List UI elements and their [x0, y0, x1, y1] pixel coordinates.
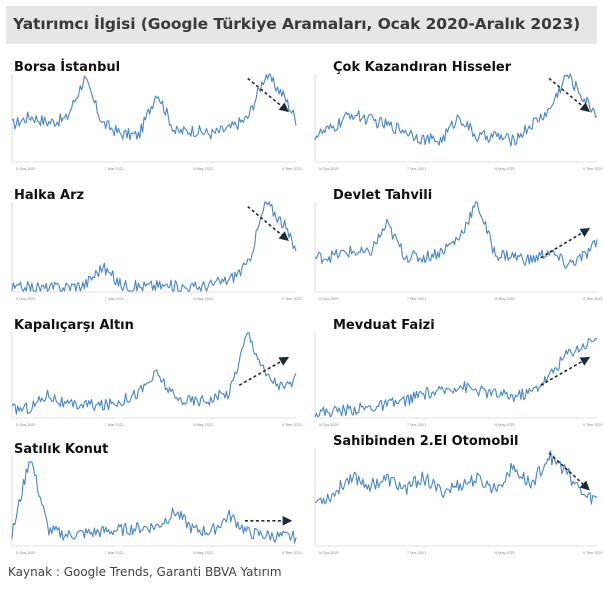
panel-7-x-tick-2: 8 May 2022	[193, 551, 213, 555]
panel-2-title: Çok Kazandıran Hisseler	[333, 60, 512, 75]
panel-8-x-tick-1: 7 Mar 2021	[407, 551, 426, 555]
panel-1-x-tick-2: 8 May 2022	[193, 167, 213, 171]
panel-1-x-tick-3: 9 Tem 2023	[282, 167, 302, 171]
panel-7-x-tick-0: 5 Oca 2020	[16, 551, 36, 555]
panel-3-x-tick-2: 8 May 2022	[193, 297, 213, 301]
panel-3-x-tick-0: 5 Oca 2020	[16, 297, 36, 301]
panel-2-x-tick-3: 9 Tem 2023	[583, 167, 603, 171]
panel-4-x-tick-2: 8 May 2022	[495, 297, 515, 301]
panel-4-x-tick-1: 7 Mar 2021	[407, 297, 426, 301]
panel-5-series-line	[11, 332, 297, 415]
panel-5-x-tick-3: 9 Tem 2023	[282, 423, 302, 427]
panel-2-series-line	[314, 73, 598, 147]
panel-4-x-tick-0: 5 Oca 2020	[319, 297, 339, 301]
panel-8-x-tick-0: 5 Oca 2020	[319, 551, 339, 555]
panel-3-title: Halka Arz	[14, 188, 84, 203]
panel-8-x-tick-2: 8 May 2022	[495, 551, 515, 555]
panel-7-x-tick-3: 9 Tem 2023	[282, 551, 302, 555]
panel-6-trend-arrow	[540, 356, 591, 387]
chart-title: Yatırımcı İlgisi (Google Türkiye Aramala…	[13, 15, 581, 33]
panel-2-x-tick-1: 7 Mar 2021	[407, 167, 426, 171]
panel-5-title: Kapalıçarşı Altın	[14, 318, 134, 333]
panel-1-series-line	[11, 73, 297, 141]
panel-1-x-tick-1: 7 Mar 2021	[105, 167, 124, 171]
panel-4-title: Devlet Tahvili	[333, 188, 432, 203]
panel-6-x-tick-3: 9 Tem 2023	[583, 423, 603, 427]
panel-6-series-line	[314, 337, 598, 418]
panel-7-series-line	[11, 461, 297, 544]
panel-1-title: Borsa İstanbul	[14, 59, 120, 75]
panel-6-title: Mevduat Faizi	[333, 318, 435, 333]
panel-4-series-line	[314, 201, 598, 269]
panel-5-x-tick-0: 5 Oca 2020	[16, 423, 36, 427]
panel-2-x-tick-2: 8 May 2022	[495, 167, 515, 171]
panel-3-x-tick-3: 9 Tem 2023	[282, 297, 302, 301]
panel-5-x-tick-1: 7 Mar 2021	[105, 423, 124, 427]
panel-1-x-tick-0: 5 Oca 2020	[16, 167, 36, 171]
panel-3-series-line	[11, 201, 297, 292]
panel-7-title: Satılık Konut	[14, 442, 108, 457]
panel-8-x-tick-3: 9 Tem 2023	[583, 551, 603, 555]
panel-6-x-tick-0: 5 Oca 2020	[319, 423, 339, 427]
panel-8-trend-arrow	[548, 452, 590, 491]
panel-3-x-tick-1: 7 Mar 2021	[105, 297, 124, 301]
panel-4-trend-arrow	[540, 228, 591, 259]
panel-5-x-tick-2: 8 May 2022	[193, 423, 213, 427]
source-note: Kaynak : Google Trends, Garanti BBVA Yat…	[8, 565, 282, 579]
panel-5-trend-arrow	[238, 356, 290, 387]
panel-2-x-tick-0: 5 Oca 2020	[319, 167, 339, 171]
panel-2-trend-arrow	[548, 77, 591, 113]
panel-8-title: Sahibinden 2.El Otomobil	[333, 434, 519, 449]
panel-7-x-tick-1: 7 Mar 2021	[105, 551, 124, 555]
panel-6-x-tick-1: 7 Mar 2021	[407, 423, 426, 427]
panel-4-x-tick-3: 9 Tem 2023	[583, 297, 603, 301]
panel-6-x-tick-2: 8 May 2022	[495, 423, 515, 427]
title-bar: Yatırımcı İlgisi (Google Türkiye Aramala…	[6, 6, 597, 44]
